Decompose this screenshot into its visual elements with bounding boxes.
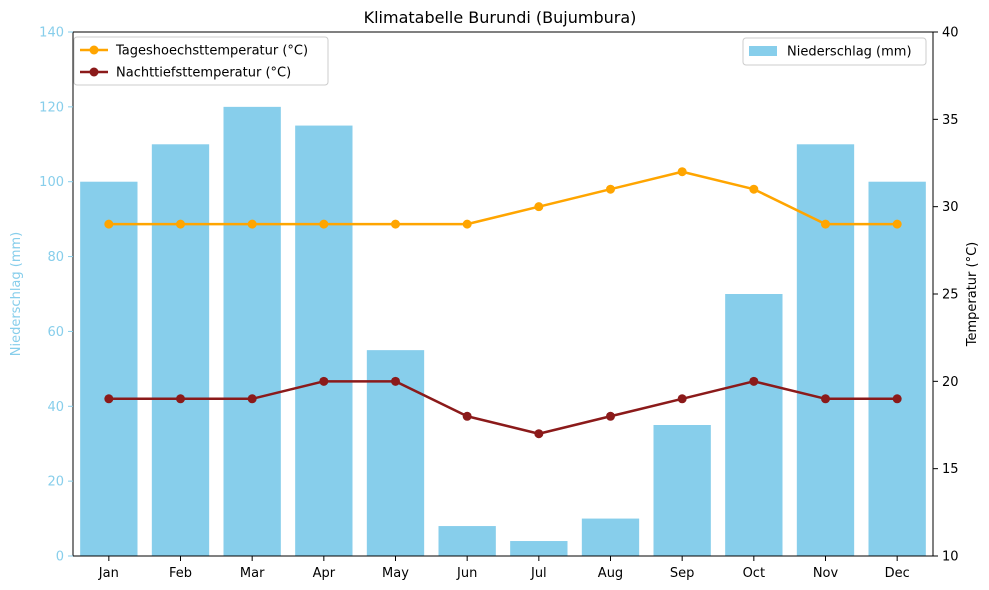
x-tick-label: Nov <box>813 566 839 581</box>
legend-precipitation-box <box>742 37 927 66</box>
point-series-2-mar <box>247 394 257 404</box>
left-tick-label: 20 <box>47 475 64 490</box>
chart-title: Klimatabelle Burundi (Bujumbura) <box>364 8 637 27</box>
legend-temperature-box <box>73 36 329 86</box>
x-tick-label: Feb <box>169 566 192 581</box>
legend-precipitation: Niederschlag (mm) <box>742 37 927 66</box>
point-series-2-dec <box>892 394 902 404</box>
x-tick-label: Aug <box>598 566 623 581</box>
point-series-1-apr <box>319 219 329 229</box>
point-series-1-sep <box>677 167 687 177</box>
point-series-1-oct <box>749 184 759 194</box>
line-series-1 <box>108 170 898 226</box>
left-tick-label: 120 <box>39 100 64 115</box>
point-series-2-may <box>391 376 400 386</box>
bar-apr <box>295 125 353 556</box>
bar-mar <box>223 106 281 557</box>
point-series-1-feb <box>176 219 185 229</box>
point-series-2-sep <box>677 394 687 404</box>
point-series-1-mar <box>247 219 257 229</box>
x-tick-label: Jun <box>456 566 477 581</box>
line-series-2 <box>108 380 898 435</box>
x-tick-label: Dec <box>885 566 910 581</box>
point-series-2-feb <box>176 394 185 404</box>
bar-feb <box>151 144 210 557</box>
right-tick-label: 30 <box>942 200 959 215</box>
point-series-2-oct <box>749 376 759 386</box>
precipitation-bars <box>80 106 926 557</box>
point-series-2-jan <box>104 394 114 404</box>
right-tick-label: 35 <box>942 113 959 128</box>
point-series-1-aug <box>606 184 615 194</box>
right-tick-label: 15 <box>942 462 959 477</box>
left-tick-label: 80 <box>47 250 64 265</box>
bar-nov <box>796 144 855 557</box>
bar-jun <box>438 526 496 556</box>
legend-temperature: Tageshoechsttemperatur (°C) Nachttiefstte… <box>73 36 329 86</box>
x-tick-label: Jul <box>530 566 547 581</box>
point-series-1-jan <box>104 219 114 229</box>
right-axis-title: Temperatur (°C) <box>965 242 980 348</box>
legend-line-label: Tageshoechsttemperatur (°C) <box>115 44 308 59</box>
right-tick-label: 40 <box>942 26 959 41</box>
right-tick-label: 10 <box>942 550 959 565</box>
x-tick-label: Apr <box>313 566 336 581</box>
legend-line-label: Nachttiefsttemperatur (°C) <box>116 66 291 81</box>
temperature-lines <box>104 167 902 439</box>
bar-jan <box>80 181 138 556</box>
point-series-2-aug <box>606 411 615 421</box>
bar-sep <box>653 425 711 556</box>
bar-dec <box>868 181 926 556</box>
x-tick-label: Oct <box>743 566 765 581</box>
bar-aug <box>581 518 640 556</box>
x-tick-label: Jan <box>98 566 119 581</box>
left-tick-label: 0 <box>56 550 64 565</box>
point-series-1-jun <box>462 219 472 229</box>
x-tick-label: May <box>382 566 409 581</box>
bar-oct <box>725 294 783 556</box>
bar-jul <box>510 541 568 556</box>
x-tick-label: Sep <box>670 566 695 581</box>
point-series-2-jul <box>534 429 544 439</box>
point-series-1-nov <box>821 219 830 229</box>
left-tick-label: 60 <box>47 325 64 340</box>
point-series-1-dec <box>892 219 902 229</box>
left-tick-label: 100 <box>39 175 64 190</box>
point-series-2-nov <box>821 394 830 404</box>
legend-line-marker <box>89 67 99 77</box>
legend-line-marker <box>89 45 99 55</box>
right-tick-label: 25 <box>942 288 959 303</box>
x-tick-label: Mar <box>240 566 265 581</box>
point-series-2-jun <box>462 411 472 421</box>
left-tick-label: 140 <box>39 26 64 41</box>
left-tick-label: 40 <box>47 400 64 415</box>
left-axis-title: Niederschlag (mm) <box>9 232 24 357</box>
legend-bar-swatch <box>749 46 777 56</box>
point-series-2-apr <box>319 376 329 386</box>
point-series-1-jul <box>534 202 544 212</box>
point-series-1-may <box>391 219 400 229</box>
legend-bar-label: Niederschlag (mm) <box>787 45 912 60</box>
right-tick-label: 20 <box>942 375 959 390</box>
axes: 0 20 40 60 80 100 120 140 10 15 20 25 30 35 40 Jan Feb Ma… <box>9 26 980 582</box>
